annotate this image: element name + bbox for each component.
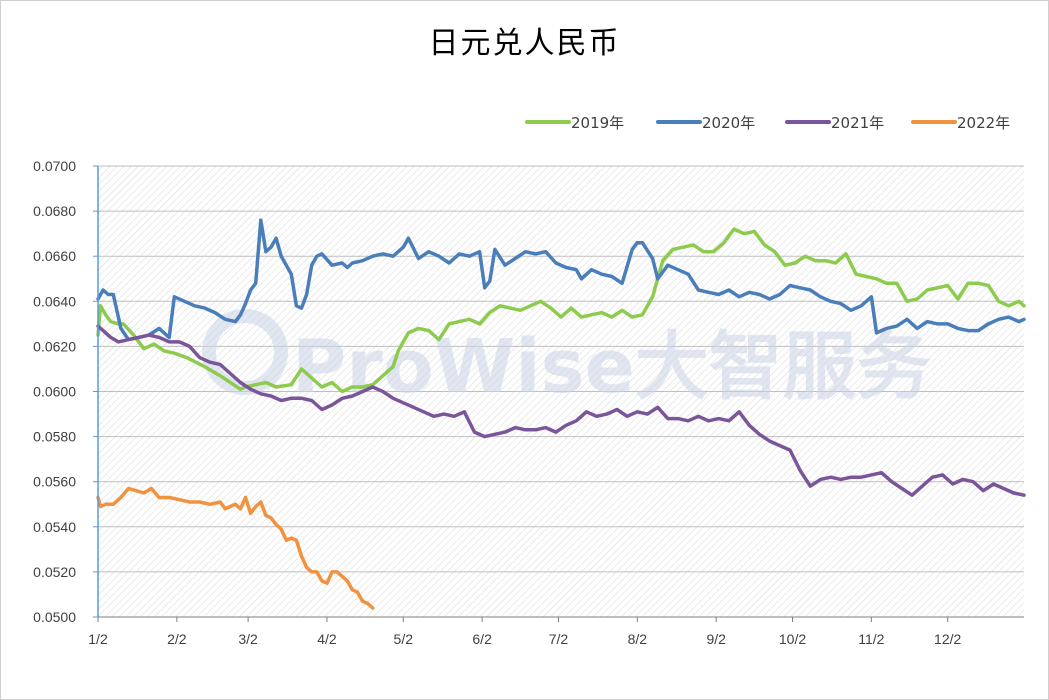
x-tick-label: 8/2	[628, 631, 648, 647]
x-tick-label: 6/2	[472, 631, 492, 647]
y-tick-label: 0.0700	[33, 158, 76, 174]
legend-label-2: 2020年	[702, 114, 755, 132]
x-tick-label: 7/2	[549, 631, 569, 647]
x-tick-label: 5/2	[394, 631, 414, 647]
x-tick-label: 10/2	[779, 631, 806, 647]
x-tick-label: 11/2	[858, 631, 884, 647]
x-tick-label: 4/2	[317, 631, 337, 647]
y-tick-label: 0.0660	[33, 248, 76, 264]
series-line-3	[96, 324, 1026, 497]
legend: 2019年 2020年 2021年 2022年	[525, 114, 1010, 132]
x-tick-label: 9/2	[706, 631, 726, 647]
chart-title: 日元兑人民币	[428, 26, 621, 61]
axes: 0.0700 0.0680 0.0660 0.0640 0.0620 0.0600 0.05…	[33, 158, 1024, 647]
series-line-4	[96, 486, 375, 610]
x-tick-label: 2/2	[167, 631, 187, 647]
x-tick-label: 1/2	[88, 631, 108, 647]
y-tick-label: 0.0640	[33, 293, 76, 309]
watermark: ProWise大智服务	[202, 309, 931, 410]
x-tick-label: 12/2	[934, 631, 961, 647]
legend-label-4: 2022年	[957, 114, 1010, 132]
series-line-1	[96, 227, 1026, 394]
y-tick-label: 0.0520	[33, 564, 76, 580]
series-lines	[96, 218, 1026, 610]
y-tick-label: 0.0560	[33, 474, 76, 490]
x-tick-label: 3/2	[238, 631, 258, 647]
y-tick-label: 0.0580	[33, 429, 76, 445]
legend-label-1: 2019年	[571, 114, 624, 132]
y-tick-label: 0.0600	[33, 384, 76, 400]
watermark-text: ProWise大智服务	[292, 324, 931, 410]
legend-label-3: 2021年	[831, 114, 884, 132]
y-tick-label: 0.0540	[33, 519, 76, 535]
y-tick-label: 0.0500	[33, 609, 76, 625]
series-line-2	[96, 218, 1026, 342]
y-tick-label: 0.0680	[33, 203, 76, 219]
y-tick-label: 0.0620	[33, 338, 76, 354]
